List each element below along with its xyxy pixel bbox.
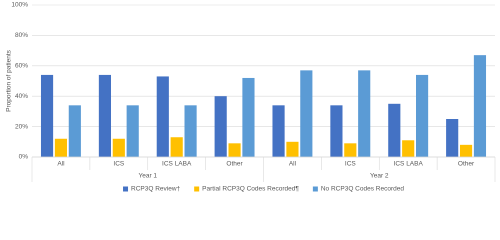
bar <box>330 105 343 157</box>
y-tick-label: 40% <box>15 93 28 100</box>
y-tick-label: 0% <box>19 154 29 161</box>
y-tick-label: 100% <box>11 2 28 9</box>
legend-swatch <box>312 186 318 192</box>
bar <box>98 74 111 157</box>
group-label: Year 1 <box>138 173 157 180</box>
bar <box>473 55 487 157</box>
bar <box>126 105 139 157</box>
bar <box>358 70 371 157</box>
legend-label: RCP3Q Review† <box>131 186 181 193</box>
x-tick-label: ICS LABA <box>162 161 192 168</box>
bar <box>68 105 81 157</box>
bar <box>40 74 54 157</box>
bar <box>446 119 459 157</box>
x-tick-label: ICS <box>345 161 357 168</box>
x-tick-label: All <box>289 161 297 168</box>
bar <box>242 77 255 157</box>
x-tick-label: ICS LABA <box>394 161 424 168</box>
bar <box>416 74 429 157</box>
y-tick-label: 60% <box>15 63 28 70</box>
bar <box>459 144 473 157</box>
y-axis-label: Proportion of patients <box>6 49 13 112</box>
bar <box>344 143 357 157</box>
bar <box>184 105 197 157</box>
group-label: Year 2 <box>370 173 389 180</box>
legend-swatch <box>194 186 200 192</box>
x-tick-label: All <box>57 161 65 168</box>
chart: Proportion of patients 0% 20% 40% 60% 80% 100… <box>6 2 496 193</box>
y-tick-label: 20% <box>15 123 28 130</box>
bar <box>272 105 285 157</box>
x-tick-label: Other <box>458 161 475 168</box>
bar <box>112 138 125 157</box>
legend-label: No RCP3Q Codes Recorded <box>321 186 404 193</box>
x-tick-label: ICS <box>113 161 125 168</box>
bar <box>300 70 313 157</box>
x-tick-label: Other <box>226 161 243 168</box>
bar <box>388 103 401 157</box>
bar <box>54 138 68 157</box>
bar <box>402 140 415 157</box>
bar <box>228 143 241 157</box>
y-tick-label: 80% <box>15 32 28 39</box>
bar <box>156 76 169 157</box>
bar <box>170 137 183 157</box>
bar <box>214 96 227 157</box>
legend-swatch <box>123 186 129 192</box>
bar <box>286 141 299 157</box>
legend-label: Partial RCP3Q Codes Recorded¶ <box>202 186 299 193</box>
